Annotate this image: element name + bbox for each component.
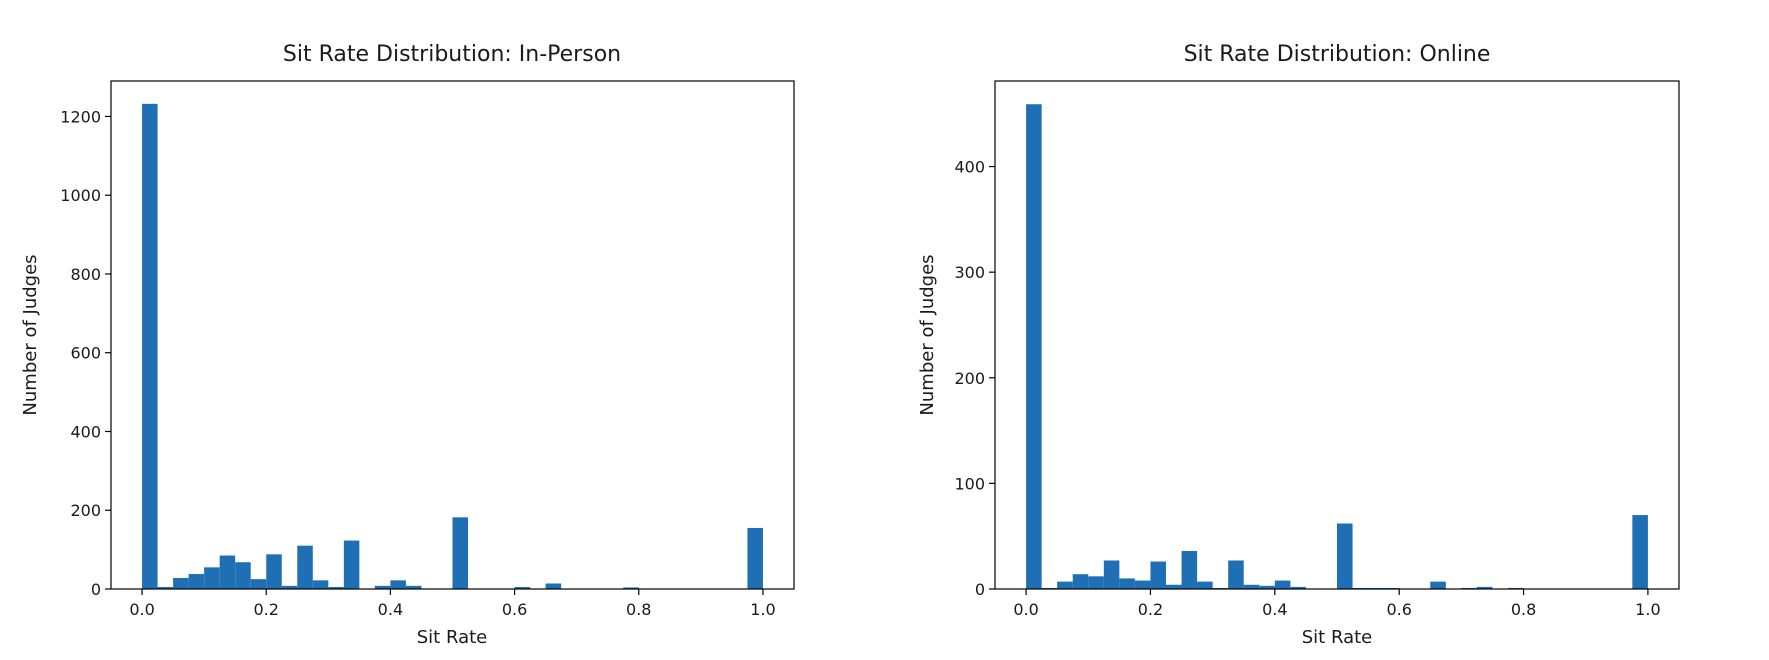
histogram-bar [1119, 578, 1135, 589]
histogram-bar [452, 517, 469, 589]
histogram-bar [250, 579, 267, 589]
histogram-bar [188, 574, 205, 589]
y-tick-label: 200 [954, 369, 985, 388]
histogram-bar [374, 585, 391, 589]
x-tick-label: 0.2 [254, 600, 279, 619]
histogram-bar [1243, 584, 1260, 589]
histogram-bar [1476, 586, 1493, 589]
histogram-bar [1228, 560, 1244, 589]
in-person-histogram: Sit Rate Distribution: In-Person 0.0 0.2 0… [20, 42, 795, 648]
histogram-bar [1632, 515, 1648, 589]
histogram-bar [1197, 581, 1213, 589]
histogram-bar [390, 580, 406, 589]
y-tick-label: 0 [91, 580, 101, 599]
histogram-bar [281, 585, 298, 589]
x-tick-label: 0.6 [1386, 600, 1411, 619]
x-tick-label: 1.0 [1635, 600, 1660, 619]
x-axis-label: Sit Rate [1302, 627, 1372, 648]
y-axis-label: Number of Judges [917, 254, 938, 415]
x-tick-label: 0.4 [378, 600, 403, 619]
histogram-bar [1181, 550, 1198, 589]
y-tick-label: 400 [954, 158, 985, 177]
y-tick-label: 800 [70, 265, 101, 284]
plot-frame [994, 80, 1680, 590]
histogram-bar [157, 587, 174, 589]
histogram-bar [204, 567, 220, 589]
histogram-bar [514, 587, 531, 589]
x-tick-label: 1.0 [750, 600, 775, 619]
histogram-bar [343, 540, 360, 589]
chart-title: Sit Rate Distribution: In-Person [283, 42, 621, 67]
x-tick-label: 0.0 [1013, 600, 1038, 619]
histogram-bar [1337, 523, 1353, 589]
x-tick-label: 0.8 [1511, 600, 1536, 619]
bar-group [142, 103, 763, 589]
plot-frame [110, 80, 795, 590]
y-tick-label: 1000 [60, 186, 101, 205]
histogram-bar [1103, 560, 1120, 589]
y-axis-ticks: 0 100 200 300 400 [954, 158, 995, 599]
x-tick-label: 0.4 [1262, 600, 1287, 619]
histogram-bar [173, 577, 189, 589]
histogram-bar [1057, 581, 1073, 589]
x-tick-label: 0.6 [502, 600, 527, 619]
y-tick-label: 400 [70, 422, 101, 441]
histogram-bar [1290, 586, 1306, 589]
histogram-bar [545, 583, 562, 589]
y-tick-label: 600 [70, 344, 101, 363]
histogram-bar [1150, 561, 1166, 589]
chart-title: Sit Rate Distribution: Online [1184, 42, 1491, 67]
histogram-bar [219, 555, 236, 589]
online-histogram: Sit Rate Distribution: Online 0.0 0.2 0.4 0… [917, 42, 1680, 648]
y-tick-label: 200 [70, 501, 101, 520]
x-tick-label: 0.0 [129, 600, 154, 619]
y-tick-label: 300 [954, 263, 985, 282]
y-tick-label: 100 [954, 474, 985, 493]
histogram-bar [1088, 576, 1104, 589]
histogram-bar [1134, 580, 1151, 589]
x-axis-label: Sit Rate [417, 627, 487, 648]
histogram-bar [623, 587, 639, 589]
histogram-bar [235, 562, 251, 589]
histogram-bar [142, 103, 158, 589]
histogram-bar [1259, 585, 1275, 589]
histogram-bar [1430, 581, 1446, 589]
y-tick-label: 0 [975, 580, 985, 599]
histogram-bar [297, 545, 313, 589]
y-tick-label: 1200 [60, 107, 101, 126]
histogram-bar [1166, 584, 1182, 589]
y-axis-ticks: 0 200 400 600 800 1000 1200 [60, 107, 111, 599]
histogram-bar [1274, 580, 1291, 589]
x-tick-label: 0.2 [1138, 600, 1163, 619]
bar-group [1026, 104, 1648, 589]
x-tick-label: 0.8 [626, 600, 651, 619]
histogram-bar [405, 585, 422, 589]
y-axis-label: Number of Judges [20, 254, 41, 415]
histogram-bar [266, 554, 282, 589]
histogram-bar [1072, 574, 1089, 589]
x-axis-ticks: 0.0 0.2 0.4 0.6 0.8 1.0 [129, 589, 776, 619]
histogram-bar [1026, 104, 1042, 589]
histogram-bar [328, 587, 344, 589]
histogram-bar [312, 580, 329, 589]
histogram-bar [747, 527, 763, 589]
x-axis-ticks: 0.0 0.2 0.4 0.6 0.8 1.0 [1013, 589, 1661, 619]
